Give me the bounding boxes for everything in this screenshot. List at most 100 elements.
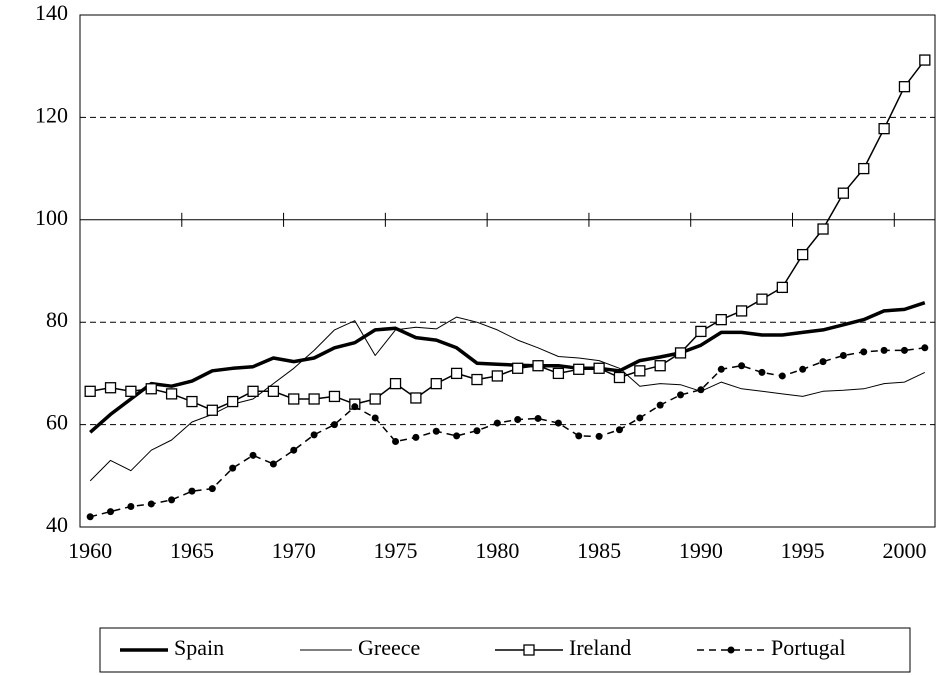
marker [84, 385, 96, 397]
marker [717, 365, 725, 373]
plot-border [79, 14, 936, 528]
marker [288, 393, 300, 405]
legend-marker [727, 646, 735, 654]
legend-marker [523, 644, 535, 656]
marker [432, 427, 440, 435]
marker [389, 377, 402, 390]
marker [595, 432, 603, 440]
marker [351, 403, 359, 411]
marker [613, 371, 626, 384]
marker [328, 390, 341, 403]
y-tick-label: 40 [46, 512, 68, 537]
marker [534, 414, 542, 422]
marker [554, 419, 562, 427]
marker [532, 360, 544, 372]
marker [168, 496, 176, 504]
marker [107, 508, 115, 516]
marker [817, 223, 829, 235]
marker [758, 368, 766, 376]
marker [593, 362, 605, 374]
x-tick-label: 1965 [170, 538, 214, 563]
marker [392, 437, 400, 445]
y-tick-label: 100 [35, 205, 68, 230]
marker [491, 370, 503, 382]
legend-label: Portugal [771, 635, 846, 660]
marker [493, 419, 501, 427]
marker [188, 487, 196, 495]
marker [186, 395, 198, 408]
marker [249, 451, 257, 459]
marker [104, 382, 117, 394]
marker [412, 433, 420, 441]
marker [776, 281, 788, 294]
marker [799, 365, 807, 373]
marker [573, 363, 585, 375]
marker [898, 81, 911, 93]
marker [310, 431, 318, 439]
y-tick-label: 120 [35, 102, 68, 127]
marker [654, 360, 666, 372]
marker [860, 348, 868, 356]
x-tick-label: 1995 [781, 538, 825, 563]
marker [674, 347, 687, 359]
marker [858, 162, 870, 175]
series-line [90, 347, 925, 518]
marker [165, 388, 178, 400]
marker [147, 500, 155, 508]
legend-box [99, 627, 911, 673]
legend-label: Ireland [569, 635, 631, 660]
marker [145, 383, 157, 395]
x-tick-label: 1985 [577, 538, 621, 563]
marker [656, 401, 664, 409]
legend-label: Spain [174, 635, 224, 660]
marker [677, 391, 685, 399]
marker [471, 373, 483, 386]
marker [473, 427, 481, 435]
marker [839, 351, 847, 359]
marker [127, 503, 135, 511]
x-tick-label: 2000 [882, 538, 926, 563]
marker [778, 372, 786, 380]
x-tick-label: 1970 [272, 538, 316, 563]
marker [715, 313, 727, 326]
marker [756, 293, 768, 305]
marker [695, 325, 707, 338]
marker [735, 305, 748, 317]
marker [450, 367, 463, 380]
marker [86, 513, 94, 521]
marker [208, 485, 216, 493]
marker [900, 346, 908, 354]
x-tick-label: 1980 [475, 538, 519, 563]
marker [267, 385, 280, 397]
marker [125, 385, 137, 397]
y-tick-label: 80 [46, 307, 68, 332]
y-tick-label: 140 [35, 0, 68, 25]
marker [797, 248, 809, 261]
marker [880, 346, 888, 354]
x-tick-label: 1975 [374, 538, 418, 563]
marker [634, 365, 646, 377]
marker [330, 421, 338, 429]
marker [819, 358, 827, 366]
marker [575, 432, 583, 440]
marker [410, 392, 422, 404]
marker [269, 460, 277, 468]
marker [514, 415, 522, 423]
marker [369, 393, 381, 405]
marker [308, 393, 320, 405]
series-line [90, 59, 926, 412]
marker [512, 362, 524, 374]
marker [229, 464, 237, 472]
marker [430, 377, 442, 390]
x-tick-label: 1990 [679, 538, 723, 563]
marker [206, 404, 218, 416]
marker [227, 395, 239, 408]
marker [371, 414, 379, 422]
x-tick-label: 1960 [68, 538, 112, 563]
marker [615, 426, 623, 434]
marker [837, 187, 850, 199]
series-line [89, 301, 926, 434]
marker [738, 362, 746, 370]
marker [878, 123, 890, 135]
